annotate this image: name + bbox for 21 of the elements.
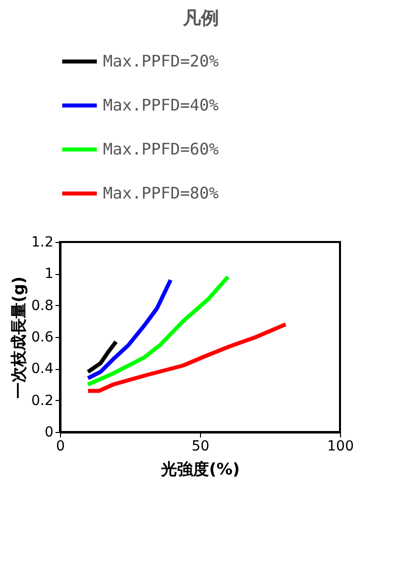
line-series [86, 340, 118, 374]
legend-label: Max.PPFD=20% [103, 52, 219, 70]
legend-title: 凡例 [182, 8, 219, 29]
x-axis-title: 光強度(%) [160, 460, 240, 478]
x-tick-label: 50 [192, 438, 210, 454]
y-tick-label: 0.6 [31, 330, 54, 346]
line-series [86, 278, 173, 380]
y-axis-title: 一次枝成長量(g) [9, 276, 28, 399]
y-tick-label: 0.8 [31, 298, 54, 314]
x-tick-label: 0 [56, 438, 65, 454]
y-tick-label: 1 [44, 266, 54, 282]
y-tick-label: 0 [44, 424, 54, 440]
y-tick-label: 1.2 [31, 234, 54, 250]
legend-label: Max.PPFD=40% [103, 96, 219, 114]
y-tick-label: 0.4 [31, 361, 54, 378]
legend-label: Max.PPFD=60% [103, 140, 219, 158]
x-tick-label: 100 [327, 438, 354, 454]
line-series [86, 274, 230, 386]
y-tick-label: 0.2 [31, 392, 54, 409]
legend-label: Max.PPFD=80% [103, 184, 219, 202]
line-series [86, 322, 288, 393]
